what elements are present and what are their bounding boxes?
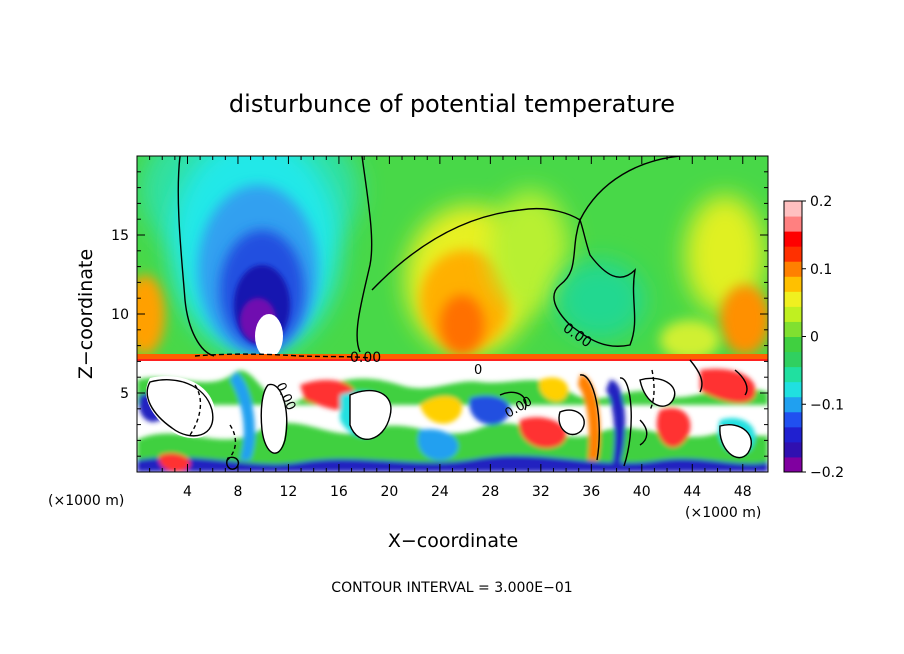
x-tick-label: 40 [633,484,651,500]
x-tick-label: 32 [532,484,550,500]
x-tick-label: 24 [431,484,449,500]
x-axis-label: X−coordinate [388,530,518,552]
colorbar-tick-label: 0 [810,330,819,346]
contour-label: 0 [474,363,482,378]
field-lower-shading [137,368,768,472]
x-tick-label: 8 [233,484,242,500]
colorbar-swatch [784,381,802,398]
colorbar-swatch [784,441,802,458]
colorbar-swatch [784,306,802,322]
x-tick-label: 4 [183,484,192,500]
colorbar-swatch [784,231,802,247]
colorbar-tick-label: 0.2 [810,194,832,210]
colorbar-swatch [784,201,802,217]
x-tick-label: 20 [380,484,398,500]
colorbar-tick-label: 0.1 [810,262,832,278]
x-tick-label: 44 [683,484,701,500]
colorbar-swatch [784,321,802,337]
x-tick-label: 12 [280,484,298,500]
chart-title: disturbunce of potential temperature [229,90,675,118]
contour-interval-note: CONTOUR INTERVAL = 3.000E−01 [331,580,572,596]
colorbar-swatch [784,456,802,473]
colorbar: 0.2 0.1 0 −0.1 −0.2 [783,194,844,481]
x-unit-label-left: (×1000 m) [48,493,124,509]
field-upper-shading [137,156,768,360]
colorbar-swatch [784,426,802,443]
colorbar-swatch [784,366,802,383]
colorbar-swatch [784,291,802,307]
y-tick-label: 15 [111,228,129,244]
colorbar-swatch [784,351,802,368]
contour-label: 0.00 [350,350,381,366]
x-tick-label: 16 [330,484,348,500]
y-axis: 5 10 15 [111,171,768,457]
x-tick-label: 28 [481,484,499,500]
colorbar-swatch [784,411,802,428]
x-axis: 4 8 12 16 20 24 28 32 36 40 44 48 [149,156,756,500]
x-unit-label-right: (×1000 m) [685,505,761,521]
colorbar-swatch [784,246,802,262]
colorbar-swatch [784,261,802,277]
colorbar-swatch [784,276,802,292]
x-tick-label: 36 [582,484,600,500]
y-tick-label: 5 [120,386,129,402]
colorbar-tick-label: −0.1 [810,397,844,413]
y-tick-label: 10 [111,307,129,323]
colorbar-swatch [784,396,802,413]
plot-area: 0.00 0.00 0.00 0.00 0 [137,156,768,472]
y-axis-label: Z−coordinate [75,249,97,379]
x-tick-label: 48 [734,484,752,500]
contour-lines [146,156,753,470]
colorbar-swatch [784,216,802,232]
colorbar-tick-label: −0.2 [810,465,844,481]
colorbar-swatch [784,336,802,353]
layer-boundary [137,354,768,360]
